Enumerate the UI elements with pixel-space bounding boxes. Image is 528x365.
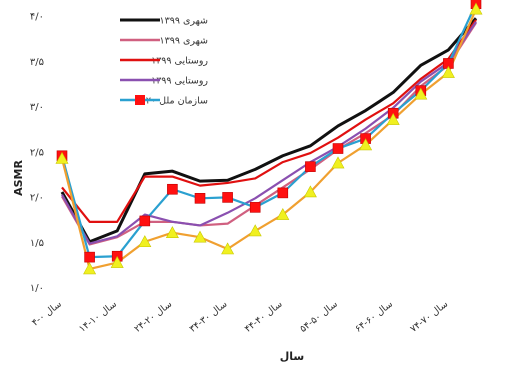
legend-item: سازمان ملل ۲۰۲۰ [120,95,208,107]
data-point-square [194,193,206,204]
data-point-square [305,161,316,172]
legend-label: روستایی ۱۳۹۹ [151,76,208,87]
data-point-triangle [248,224,262,237]
series-lines [60,3,478,270]
legend-item: شهری ۱۳۹۹ [120,16,208,27]
data-point-square [84,251,95,263]
y-axis: ۱/۰۱/۵۲/۰۲/۵۳/۰۳/۵۴/۰۴/۵ [30,12,44,295]
y-tick-label: ۴/۰ [30,12,44,23]
series-line [61,19,477,223]
legend-label: شهری ۱۳۹۹ [160,36,208,47]
series-line [60,8,478,270]
x-tick-label: ۷۴-۷۰ سال [408,299,450,335]
data-point-square [249,202,261,213]
x-axis: ۴-۰ سال ۱۴-۱۰ سال ۲۴-۲۰ سال ۳۴-۳۰ سال ۴۴-۴۰ … [30,299,450,335]
data-point-square [332,143,344,154]
series-markers [55,0,483,275]
data-point-triangle [110,255,124,268]
y-tick-label: ۱/۵ [30,238,44,249]
data-point-triangle [331,156,345,169]
data-point-triangle [414,87,428,100]
legend-marker [135,95,145,105]
data-point-triangle [386,112,400,125]
y-tick-label: ۱/۰ [30,283,44,294]
data-point-triangle [276,207,290,220]
data-point-triangle [55,151,69,164]
x-tick-label: ۱۴-۱۰ سال [77,299,119,335]
legend-label: روستایی ۱۳۹۹ [151,56,208,67]
y-tick-label: ۲/۰ [30,193,44,204]
series-line [61,21,477,245]
data-point-triangle [138,235,152,248]
data-point-square [222,192,233,203]
legend-label: سازمان ملل ۲۰۲۰ [136,96,208,107]
x-tick-label: ۴-۰ سال [30,299,64,329]
x-tick-label: ۴۴-۴۰ سال [243,299,285,335]
legend-item: روستایی ۱۳۹۹ [120,76,208,87]
legend-item: شهری ۱۳۹۹ [120,36,208,47]
legend-item: روستایی ۱۳۹۹ [120,56,208,67]
x-tick-label: ۵۴-۵۰ سال [298,299,340,335]
data-point-triangle [469,2,483,15]
data-point-square [139,215,151,227]
y-tick-label: ۳/۰ [30,102,44,113]
data-point-triangle [221,242,235,255]
y-tick-label: ۳/۵ [30,57,44,68]
series-line [60,3,477,259]
data-point-triangle [359,138,373,151]
x-axis-title: سال [280,350,305,363]
data-point-triangle [165,226,179,238]
x-tick-label: ۳۴-۳۰ سال [188,299,230,335]
y-axis-title: ASMR [12,160,25,196]
x-tick-label: ۶۴-۶۰ سال [353,299,395,335]
x-tick-label: ۲۴-۲۰ سال [132,299,174,335]
series-line [60,17,478,244]
data-point-triangle [441,65,455,78]
data-point-triangle [303,185,317,198]
data-point-square [167,183,178,195]
data-point-square [277,187,289,199]
data-point-triangle [193,230,207,243]
legend-label: شهری ۱۳۹۹ [160,16,208,27]
legend: شهری ۱۳۹۹ شهری ۱۳۹۹ روستایی ۱۳۹۹ روستایی ۱۳… [120,16,208,107]
y-tick-label: ۲/۵ [30,147,44,158]
data-point-triangle [83,262,97,275]
